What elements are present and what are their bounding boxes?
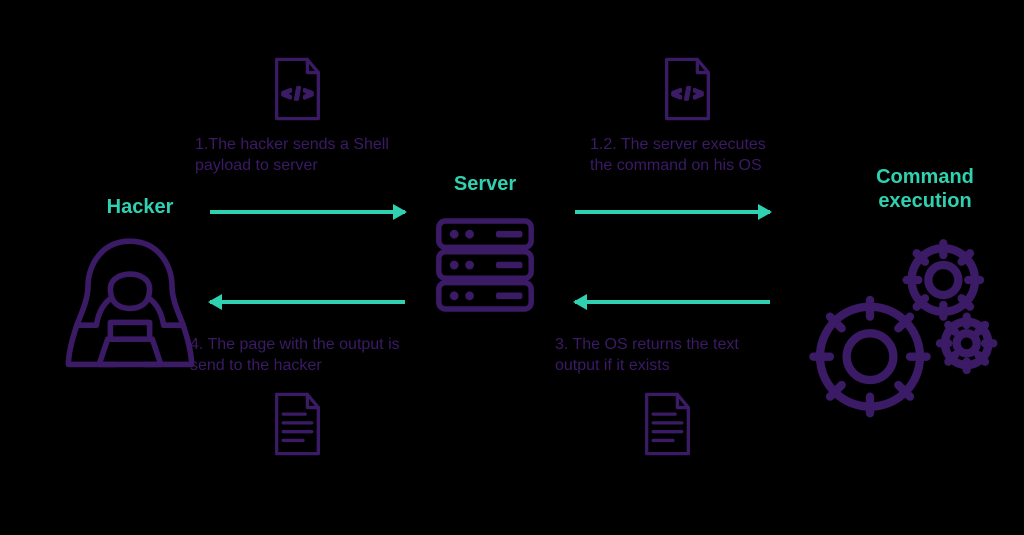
step-1-2-label: 1.2. The server executes the command on …: [590, 135, 820, 177]
step-1-label: 1.The hacker sends a Shell payload to se…: [195, 135, 425, 177]
arrow-server-to-cmd: [575, 210, 770, 214]
gears-icon: [800, 230, 1000, 430]
command-execution-label: Command execution: [855, 165, 995, 213]
arrow-cmd-to-server: [575, 300, 770, 304]
step-3-label: 3. The OS returns the text output if it …: [555, 335, 785, 377]
text-doc-icon: [270, 390, 325, 458]
server-label: Server: [440, 172, 530, 196]
text-doc-icon: [640, 390, 695, 458]
hacker-icon: [60, 230, 200, 370]
hacker-label: Hacker: [95, 195, 185, 219]
svg-text:< / >: < / >: [672, 86, 703, 103]
diagram-canvas: Hacker Server: [0, 0, 1024, 535]
code-doc-icon: < / >: [660, 55, 715, 123]
arrow-hacker-to-server: [210, 210, 405, 214]
code-doc-icon: < / >: [270, 55, 325, 123]
svg-text:< / >: < / >: [282, 86, 313, 103]
server-icon: [430, 210, 540, 320]
step-4-label: 4. The page with the output is send to t…: [190, 335, 440, 377]
arrow-server-to-hacker: [210, 300, 405, 304]
